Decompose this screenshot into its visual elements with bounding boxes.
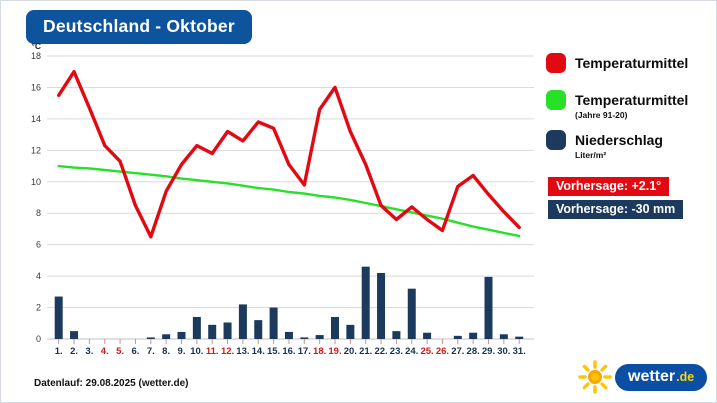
x-tick-label: 4. (101, 346, 109, 357)
precip-bar (499, 334, 508, 339)
x-tick-label: 6. (131, 346, 139, 357)
precip-bar (192, 316, 201, 339)
precip-bar (70, 331, 79, 339)
x-tick-label: 19. (328, 346, 341, 357)
y-tick-label: 0 (36, 334, 41, 344)
logo-tld: .de (676, 369, 695, 384)
x-tick-label: 24. (405, 346, 418, 357)
x-tick-label: 20. (344, 346, 357, 357)
precip-bar (484, 276, 493, 339)
y-tick-label: 2 (36, 303, 41, 313)
precip-bar (346, 324, 355, 339)
precip-bar (315, 335, 324, 339)
legend-label: Niederschlag (575, 132, 663, 148)
x-tick-label: 28. (467, 346, 480, 357)
legend-label: Temperaturmittel (575, 92, 689, 108)
x-tick-label: 26. (436, 346, 449, 357)
temperature-line (57, 70, 521, 239)
x-tick-label: 15. (267, 346, 280, 357)
x-tick-label: 7. (147, 346, 155, 357)
precip-bar (377, 272, 386, 339)
x-tick-label: 3. (85, 346, 93, 357)
y-tick-label: 16 (31, 82, 41, 92)
precip-bar (162, 334, 171, 339)
legend-item-temperaturmittel-9120: Temperaturmittel (Jahre 91-20) (546, 90, 688, 120)
legend-item-temperaturmittel: Temperaturmittel (546, 53, 688, 73)
x-tick-label: 10. (190, 346, 203, 357)
precip-bar (331, 316, 339, 339)
x-tick-label: 5. (116, 346, 124, 357)
temperaturmittel-swatch (546, 53, 566, 73)
avg-temperaturmittel-swatch (546, 90, 566, 110)
y-tick-label: 10 (31, 177, 41, 187)
niederschlag-swatch (546, 130, 566, 150)
x-tick-label: 9. (178, 346, 186, 357)
x-tick-label: 22. (374, 346, 387, 357)
precip-bar (515, 336, 524, 339)
legend-item-niederschlag: Niederschlag Liter/m² (546, 130, 663, 160)
x-tick-label: 13. (236, 346, 249, 357)
chart-svg: 0 2 4 6 8 10 12 14 16 18°C 1. 2. 3. 4. 5. 6. 7. 8. 9. 10. 11… (31, 41, 534, 357)
forecast-precipitation-badge: Vorhersage: -30 mm (548, 200, 684, 219)
datenlauf-text: Datenlauf: 29.08.2025 (wetter.de) (34, 378, 189, 389)
y-tick-label: 18 (31, 51, 41, 61)
x-tick-label: 2. (70, 346, 78, 357)
precip-bar (177, 331, 186, 339)
avg-temperature-line (57, 164, 521, 238)
precip-bar (361, 266, 370, 339)
y-tick-label: 6 (36, 240, 41, 250)
precip-bar (254, 320, 263, 339)
wetter-de-wordmark: wetter .de (615, 363, 708, 391)
x-tick-label: 18. (313, 346, 326, 357)
precip-bar (300, 337, 309, 339)
precip-bar (269, 307, 278, 339)
x-tick-label: 29. (482, 346, 495, 357)
x-tick-label: 27. (451, 346, 464, 357)
x-tick-label: 8. (162, 346, 170, 357)
legend: Temperaturmittel Temperaturmittel (Jahre… (546, 1, 716, 231)
precip-bar (54, 296, 63, 339)
x-tick-label: 23. (390, 346, 403, 357)
precip-bar (453, 335, 462, 339)
x-tick-label: 31. (513, 346, 526, 357)
sun-icon (578, 360, 612, 394)
legend-sublabel: (Jahre 91-20) (575, 110, 628, 120)
x-tick-label: 30. (497, 346, 510, 357)
page-title: Deutschland - Oktober (26, 10, 252, 44)
y-tick-label: 14 (31, 114, 41, 124)
y-tick-label: 8 (36, 208, 41, 218)
x-tick-label: 17. (298, 346, 311, 357)
logo-name: wetter (628, 367, 676, 385)
precip-bar (284, 331, 293, 339)
forecast-temperature-badge: Vorhersage: +2.1° (548, 177, 670, 196)
precip-bar (208, 324, 217, 339)
x-tick-label: 25. (420, 346, 433, 357)
x-tick-label: 1. (55, 346, 63, 357)
legend-sublabel: Liter/m² (575, 150, 607, 160)
x-tick-label: 14. (252, 346, 265, 357)
y-axis-unit: °C (31, 41, 41, 51)
y-tick-label: 4 (36, 271, 41, 281)
precip-bar (223, 322, 232, 339)
precip-bar (407, 288, 416, 339)
wetter-de-logo: wetter .de (577, 359, 708, 395)
precip-bar (238, 304, 247, 339)
x-tick-label: 12. (221, 346, 234, 357)
x-tick-label: 16. (282, 346, 295, 357)
x-tick-label: 21. (359, 346, 372, 357)
precip-bar (146, 337, 155, 339)
precip-bar (469, 332, 478, 339)
x-tick-label: 11. (206, 346, 219, 357)
precip-bar (423, 332, 432, 339)
y-tick-label: 12 (31, 145, 41, 155)
precip-bar (392, 331, 401, 339)
chart: 0 2 4 6 8 10 12 14 16 18 °C 1. 2. 3. 4. 5. 6. 7. 8. 9. 10. 11… (1, 41, 546, 371)
legend-label: Temperaturmittel (575, 55, 689, 71)
